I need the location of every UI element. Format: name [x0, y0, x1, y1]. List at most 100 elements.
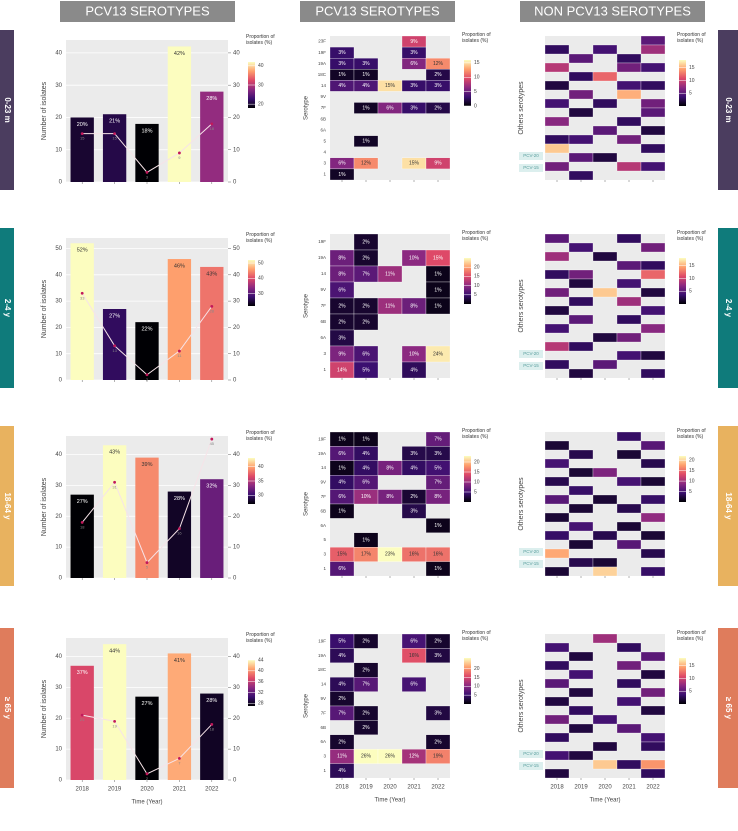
- heat-cell: [640, 260, 666, 271]
- cell-label: 2%: [362, 255, 370, 261]
- cell-label: 1%: [362, 139, 370, 145]
- heat-cell: [616, 521, 642, 532]
- bar-label: 41%: [174, 658, 185, 664]
- y2-tick-label: 30: [233, 685, 240, 691]
- heat-cell: [425, 648, 451, 663]
- heat-cell: [544, 305, 570, 316]
- point-label: 18: [80, 524, 85, 529]
- cell-label: 1%: [434, 566, 442, 572]
- y-axis-title: Serotype: [304, 491, 310, 516]
- y-tick-label: 40: [55, 50, 62, 56]
- legend-title-box: Proportion of isolates (%): [462, 428, 491, 440]
- y-tick-label: 9V: [320, 94, 326, 99]
- colorbar-tick-label: 10: [474, 283, 480, 289]
- heat-cell: [592, 287, 618, 298]
- line-point: [145, 561, 149, 564]
- x-tick-label: 2020: [383, 785, 397, 791]
- legend-title: Proportion of isolates (%): [462, 230, 491, 242]
- x-tick-label: 2019: [359, 785, 373, 791]
- y-tick-label: 9V: [320, 480, 326, 485]
- cell-label: 14%: [337, 367, 348, 373]
- annotation: PCV-20: [523, 549, 539, 554]
- cell-label: 1%: [338, 509, 346, 515]
- x-tick-label: 2021: [173, 787, 187, 793]
- cell-label: 8%: [434, 494, 442, 500]
- heat-cell: [616, 759, 642, 770]
- group-band: [718, 628, 738, 788]
- cell-label: 2%: [362, 319, 370, 325]
- cell-label: 2%: [434, 105, 442, 111]
- y2-tick-label: 10: [233, 147, 240, 153]
- line-point: [113, 719, 116, 723]
- group-label: 2-4 y: [3, 299, 12, 318]
- y2-tick-label: 10: [233, 351, 240, 357]
- heat-cell: [568, 89, 594, 100]
- y-tick-label: 19A: [318, 653, 326, 658]
- cell-label: 10%: [409, 255, 420, 261]
- heat-cell: [616, 476, 642, 487]
- cell-label: 1%: [338, 437, 346, 443]
- cell-label: 3%: [434, 451, 442, 457]
- y2-tick-label: 20: [233, 325, 240, 331]
- cell-label: 4%: [410, 367, 418, 373]
- heat-cell: [640, 669, 666, 680]
- heat-cell: [640, 368, 666, 379]
- bar: [135, 123, 159, 182]
- group-band: [0, 426, 14, 586]
- cell-label: 16%: [433, 552, 444, 558]
- bar-label: 21%: [109, 119, 120, 125]
- heat-cell: [616, 431, 642, 442]
- heat-cell: [544, 440, 570, 451]
- legend-title: Proportion of isolates (%): [677, 230, 706, 242]
- cell-label: 1%: [434, 271, 442, 277]
- legend-title-box: Proportion of isolates (%): [462, 630, 491, 642]
- heat-cell: [544, 62, 570, 73]
- heat-cell: [568, 341, 594, 352]
- cell-label: 5%: [362, 367, 370, 373]
- line-point: [178, 349, 181, 353]
- heat-cell: [592, 467, 618, 478]
- cell-label: 4%: [338, 480, 346, 486]
- colorbar-tick-label: 15: [689, 663, 695, 669]
- y-tick-label: 6B: [320, 725, 326, 730]
- heat-cell: [640, 458, 666, 469]
- cell-label: 17%: [361, 552, 372, 558]
- point-label: 11: [177, 353, 182, 358]
- y-axis-title: Serotype: [304, 95, 310, 120]
- y2-tick-label: 20: [233, 716, 240, 722]
- heat-cell: [616, 678, 642, 689]
- point-label: 13: [112, 348, 117, 353]
- cell-label: 4%: [362, 465, 370, 471]
- y2-tick-label: 30: [233, 83, 240, 89]
- cell-label: 6%: [362, 351, 370, 357]
- cell-label: 6%: [338, 287, 346, 293]
- heat-cell: [640, 548, 666, 559]
- heat-cell: [329, 648, 355, 663]
- y-axis-title: Others serotypes: [518, 81, 525, 135]
- colorbar-tick-label: 40: [258, 668, 264, 674]
- heat-cell: [544, 134, 570, 145]
- bar: [200, 91, 224, 182]
- annotation-box: [519, 164, 543, 172]
- colorbar-tick-label: 0: [474, 103, 477, 109]
- point-label: 16: [177, 531, 182, 536]
- y-axis-title: Number of isolates: [41, 81, 48, 140]
- cell-label: 3%: [338, 335, 346, 341]
- heat-cell: [544, 98, 570, 109]
- line-point: [80, 291, 84, 295]
- cell-label: 4%: [338, 682, 346, 688]
- annotation: PCV-15: [523, 763, 539, 768]
- group-band: [718, 228, 738, 388]
- bar-label: 52%: [77, 248, 88, 254]
- y-tick-label: 30: [55, 299, 62, 305]
- line-point: [178, 756, 181, 760]
- heat-cell: [544, 233, 570, 244]
- group-band: [0, 628, 14, 788]
- heat-cell: [544, 696, 570, 707]
- heat-cell: [568, 651, 594, 662]
- heat-cell: [616, 350, 642, 361]
- y-tick-label: 3: [323, 754, 326, 759]
- y-tick-label: 7F: [321, 303, 327, 308]
- y-tick-label: 7F: [321, 494, 327, 499]
- heat-cell: [640, 287, 666, 298]
